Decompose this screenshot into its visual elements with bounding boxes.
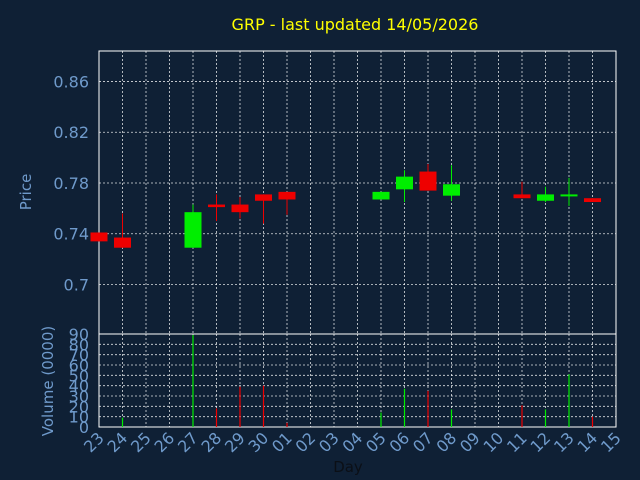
candle-body <box>231 204 249 213</box>
candle-body <box>255 194 272 201</box>
candle-body <box>443 184 460 196</box>
candle-body <box>560 194 578 197</box>
volume-tick-label: 50 <box>69 366 89 385</box>
price-tick-label: 0.7 <box>64 276 89 295</box>
y-axis-label-price: Price <box>17 174 35 211</box>
x-axis-label: Day <box>333 458 363 476</box>
price-tick-label: 0.78 <box>53 174 89 193</box>
candle-body <box>114 237 131 248</box>
x-axis-ticks: 2324252627282930010203040506070809101112… <box>80 428 625 456</box>
candle-body <box>90 232 108 242</box>
candle-body <box>513 194 531 199</box>
candle-body <box>208 204 225 208</box>
x-tick-label: 15 <box>597 428 625 456</box>
volume-tick-label: 70 <box>69 346 89 365</box>
candle-body <box>419 171 437 191</box>
price-tick-label: 0.86 <box>53 72 89 91</box>
candle-body <box>537 194 554 201</box>
volume-tick-label: 40 <box>69 377 89 396</box>
candle-body <box>584 198 601 203</box>
volume-tick-label: 30 <box>69 387 89 406</box>
volume-tick-label: 90 <box>69 325 89 344</box>
volume-tick-label: 10 <box>69 408 89 427</box>
price-panel: 0.7 0.74 0.78 0.82 0.86 <box>53 50 617 335</box>
price-tick-label: 0.74 <box>53 225 89 244</box>
volume-tick-label: 60 <box>69 356 89 375</box>
candle-body <box>184 212 202 248</box>
chart-title: GRP - last updated 14/05/2026 <box>232 15 479 34</box>
volume-tick-label: 80 <box>69 335 89 354</box>
candle-body <box>278 191 296 200</box>
price-tick-label: 0.82 <box>53 123 89 142</box>
candle-body <box>372 191 390 200</box>
y-axis-label-volume: Volume (0000) <box>39 326 57 436</box>
volume-tick-label: 0 <box>79 418 89 437</box>
volume-tick-label: 20 <box>69 397 89 416</box>
candle-body <box>396 176 413 190</box>
